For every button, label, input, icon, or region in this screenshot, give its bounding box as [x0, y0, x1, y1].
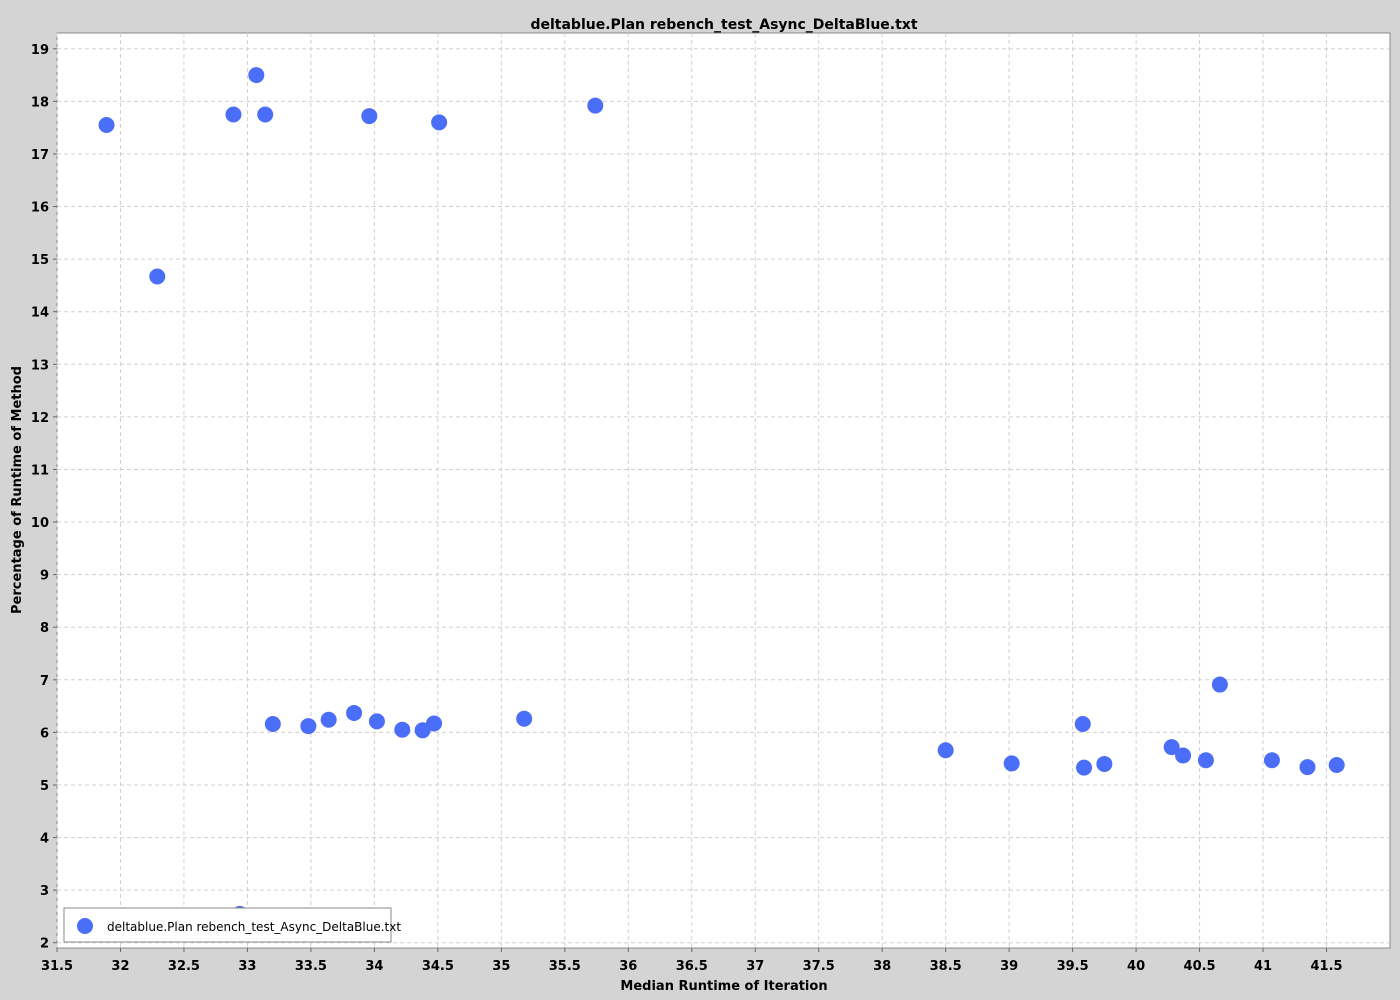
y-tick-label: 19: [31, 43, 49, 58]
y-tick-label: 12: [31, 411, 49, 426]
y-tick-label: 17: [31, 148, 49, 163]
y-tick-label: 2: [40, 937, 49, 952]
x-tick-label: 32.5: [168, 959, 200, 974]
chart-title: deltablue.Plan rebench_test_Async_DeltaB…: [530, 17, 917, 33]
data-point: [1003, 755, 1020, 772]
x-tick-label: 32: [111, 959, 129, 974]
x-tick-label: 40.5: [1184, 959, 1216, 974]
data-point: [516, 710, 533, 727]
x-tick-label: 37: [746, 959, 764, 974]
data-point: [300, 718, 317, 735]
y-tick-label: 10: [31, 516, 49, 531]
data-points: [98, 67, 1345, 922]
data-point: [225, 106, 242, 123]
x-tick-label: 39.5: [1057, 959, 1089, 974]
data-point: [1299, 759, 1316, 776]
x-tick-label: 37.5: [803, 959, 835, 974]
x-axis-title: Median Runtime of Iteration: [620, 979, 827, 994]
y-tick-label: 8: [40, 621, 49, 636]
data-point: [426, 715, 443, 732]
y-tick-label: 4: [40, 832, 49, 847]
y-tick-label: 14: [31, 306, 49, 321]
x-tick-label: 34: [365, 959, 383, 974]
x-tick-label: 35.5: [549, 959, 581, 974]
legend-label: deltablue.Plan rebench_test_Async_DeltaB…: [107, 920, 401, 934]
y-tick-label: 3: [40, 884, 49, 899]
data-point: [1211, 676, 1228, 693]
data-point: [346, 704, 363, 721]
x-tick-label: 34.5: [422, 959, 454, 974]
legend-box: [63, 907, 392, 943]
x-tick-label: 35: [492, 959, 510, 974]
data-point: [1263, 752, 1280, 769]
legend: deltablue.Plan rebench_test_Async_DeltaB…: [63, 907, 401, 943]
data-point: [368, 713, 385, 730]
x-tick-label: 33.5: [295, 959, 327, 974]
y-tick-label: 18: [31, 95, 49, 110]
y-tick-label: 15: [31, 253, 49, 268]
data-point: [1074, 715, 1091, 732]
data-point: [1197, 752, 1214, 769]
grid-layer: [56, 33, 1390, 948]
data-point: [1163, 739, 1180, 756]
x-tick-label: 39: [1000, 959, 1018, 974]
y-tick-label: 11: [31, 463, 49, 478]
data-point: [320, 711, 337, 728]
x-tick-label: 38.5: [930, 959, 962, 974]
data-point: [257, 106, 274, 123]
data-point: [431, 114, 448, 131]
x-tick-label: 36: [619, 959, 637, 974]
x-tick-label: 31.5: [41, 959, 73, 974]
y-axis-ticks: 2 3 4 5 6 7 8 9 10 11 12 13 14 15 16 17 18 19: [31, 43, 57, 952]
data-point: [1096, 755, 1113, 772]
y-tick-label: 9: [40, 569, 49, 584]
data-point: [1328, 757, 1345, 773]
data-point: [1076, 759, 1093, 776]
x-axis-ticks: 31.5 32 32.5 33 33.5 34 34.5 35 35.5 36 36.5 37 37.5…: [41, 948, 1343, 974]
x-tick-label: 33: [238, 959, 256, 974]
data-point: [264, 715, 281, 732]
data-point: [937, 742, 954, 759]
x-tick-label: 41.5: [1310, 959, 1342, 974]
legend-marker: [77, 918, 93, 934]
data-point: [587, 97, 604, 114]
data-point: [394, 721, 411, 738]
plot-area: [56, 32, 1391, 949]
data-point: [149, 268, 166, 285]
x-tick-label: 38: [873, 959, 891, 974]
y-tick-label: 7: [40, 674, 49, 689]
data-point: [98, 117, 115, 134]
data-point: [248, 67, 265, 84]
y-tick-label: 16: [31, 201, 49, 216]
y-tick-label: 6: [40, 726, 49, 741]
x-tick-label: 40: [1127, 959, 1145, 974]
y-tick-label: 5: [40, 779, 49, 794]
data-point: [361, 108, 378, 125]
y-tick-label: 13: [31, 358, 49, 373]
data-point: [1175, 747, 1192, 764]
x-tick-label: 36.5: [676, 959, 708, 974]
x-tick-label: 41: [1254, 959, 1272, 974]
y-axis-title: Percentage of Runtime of Method: [10, 366, 25, 614]
